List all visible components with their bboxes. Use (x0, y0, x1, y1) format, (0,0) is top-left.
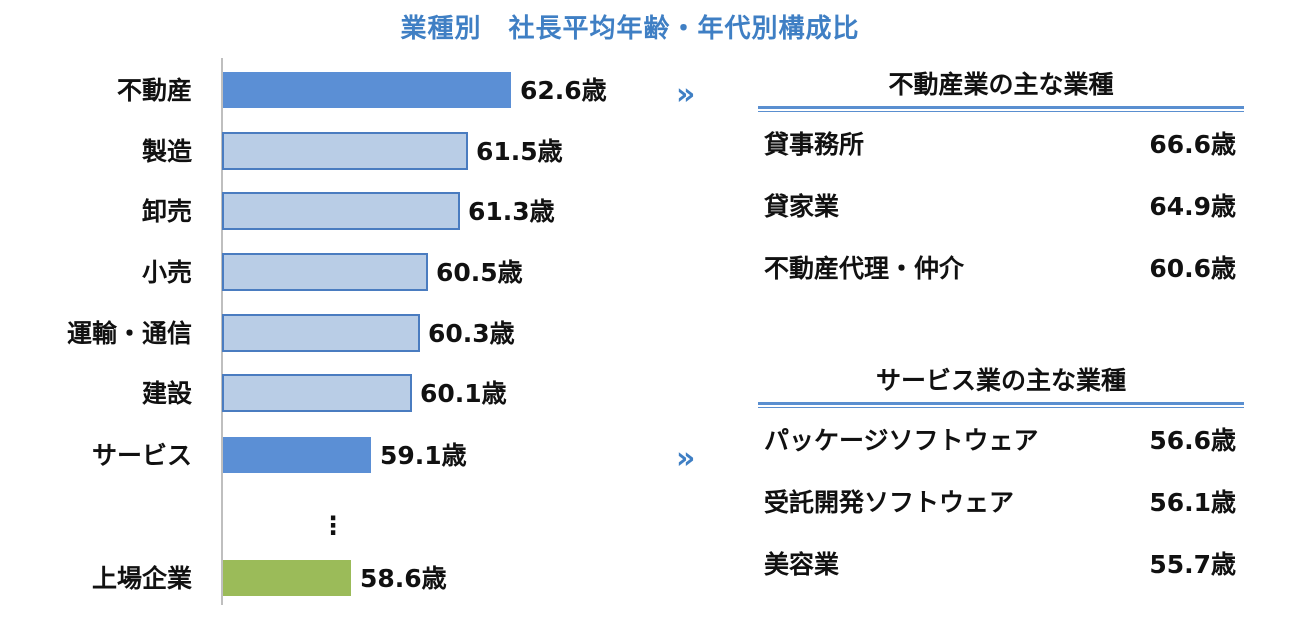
list-item: 受託開発ソフトウェア 56.1歳 (758, 470, 1244, 532)
value-label: 59.1歳 (380, 441, 467, 470)
bar (222, 132, 468, 170)
realestate-panel-title: 不動産業の主な業種 (888, 70, 1114, 99)
list-item: 貸事務所 66.6歳 (758, 112, 1244, 174)
list-item: 美容業 55.7歳 (758, 532, 1244, 594)
service-panel: サービス業の主な業種 パッケージソフトウェア 56.6歳 受託開発ソフトウェア … (758, 362, 1244, 594)
value-label: 61.3歳 (468, 197, 555, 226)
value-label: 60.3歳 (428, 319, 515, 348)
category-label: 不動産 (117, 76, 192, 105)
row-name: 受託開発ソフトウェア (764, 488, 1015, 517)
realestate-panel: 不動産業の主な業種 貸事務所 66.6歳 貸家業 64.9歳 不動産代理・仲介 … (758, 66, 1244, 298)
row-value: 64.9歳 (1149, 192, 1236, 221)
bar (222, 374, 412, 412)
list-item: 貸家業 64.9歳 (758, 174, 1244, 236)
category-label: 卸売 (142, 197, 192, 226)
row-name: 不動産代理・仲介 (764, 254, 965, 283)
service-panel-divider (758, 402, 1244, 408)
category-label: 運輸・通信 (67, 319, 192, 348)
category-label: サービス (92, 441, 192, 470)
value-label: 61.5歳 (476, 137, 563, 166)
row-value: 55.7歳 (1149, 550, 1236, 579)
bar (223, 72, 511, 108)
arrow-service-icon: » (676, 441, 696, 476)
list-item: パッケージソフトウェア 56.6歳 (758, 408, 1244, 470)
arrow-realestate-icon: » (676, 77, 696, 112)
row-value: 66.6歳 (1149, 130, 1236, 159)
value-label: 60.1歳 (420, 379, 507, 408)
chart-title: 業種別 社長平均年齢・年代別構成比 (400, 14, 860, 44)
ellipsis-mark: ⋮ (321, 511, 346, 540)
list-item: 不動産代理・仲介 60.6歳 (758, 236, 1244, 298)
value-label: 58.6歳 (360, 564, 447, 593)
category-label: 製造 (141, 137, 192, 166)
bar (223, 437, 371, 473)
bar (222, 253, 428, 291)
row-value: 56.6歳 (1149, 426, 1236, 455)
category-label: 小売 (142, 258, 192, 287)
service-panel-title: サービス業の主な業種 (875, 366, 1126, 395)
value-label: 60.5歳 (436, 258, 523, 287)
realestate-panel-divider (758, 106, 1244, 112)
row-name: 貸家業 (764, 192, 840, 221)
category-label: 建設 (142, 379, 193, 408)
value-label: 62.6歳 (520, 76, 607, 105)
row-name: 美容業 (764, 550, 840, 579)
category-label: 上場企業 (92, 564, 192, 593)
row-name: 貸事務所 (764, 130, 865, 159)
row-value: 60.6歳 (1149, 254, 1236, 283)
bar (222, 314, 420, 352)
bar (223, 560, 351, 596)
bar (222, 192, 460, 230)
row-value: 56.1歳 (1149, 488, 1236, 517)
row-name: パッケージソフトウェア (764, 426, 1039, 455)
